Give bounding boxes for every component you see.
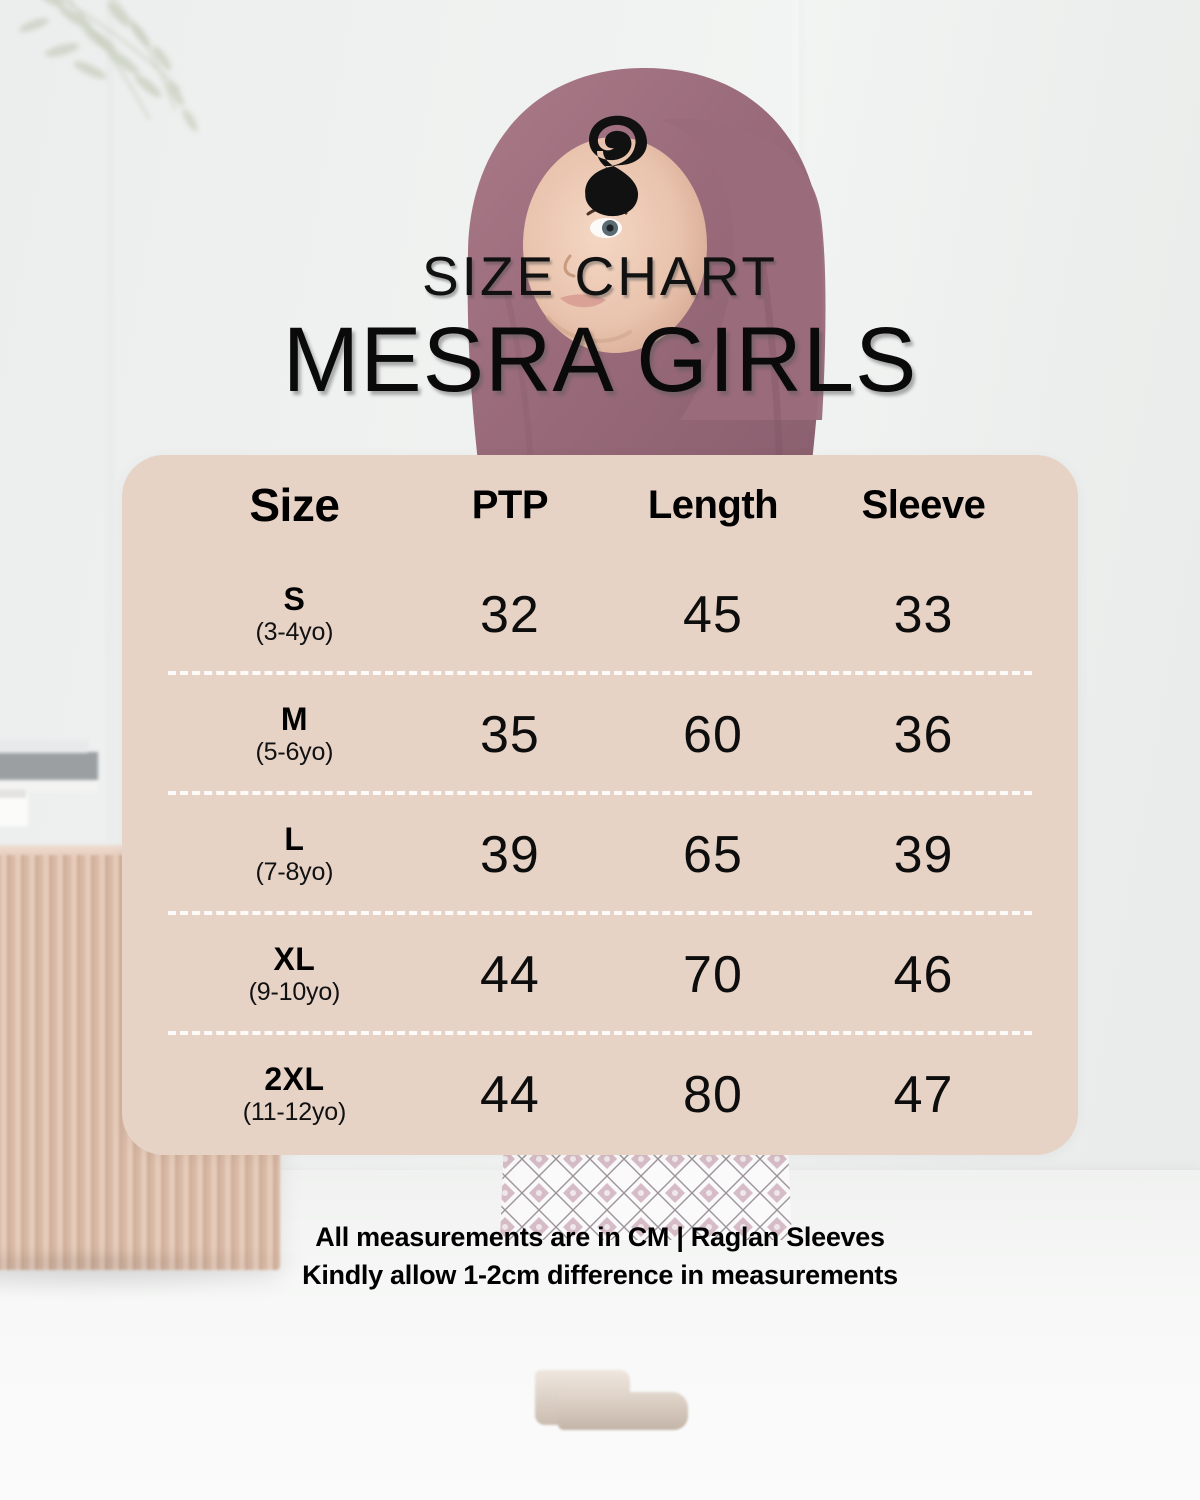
row-sleeve-value: 33 bbox=[893, 586, 954, 644]
calligraphic-g-logo bbox=[585, 115, 647, 217]
table-row: S (3-4yo) 32 45 33 bbox=[122, 555, 1078, 675]
row-divider bbox=[168, 791, 1032, 795]
row-length-value: 65 bbox=[683, 826, 743, 884]
footer-notes: All measurements are in CM | Raglan Slee… bbox=[0, 1218, 1200, 1295]
row-size-cell: XL (9-10yo) bbox=[178, 940, 411, 1007]
table-header-row: Size PTP Length Sleeve bbox=[122, 455, 1078, 555]
header-label-size: Size bbox=[249, 479, 340, 531]
row-sleeve-value: 36 bbox=[893, 706, 954, 764]
header-label-length: Length bbox=[647, 482, 779, 527]
shoe-right bbox=[558, 1392, 688, 1430]
size-label: XL bbox=[273, 940, 316, 977]
size-age-range: (3-4yo) bbox=[255, 618, 334, 647]
row-length-value: 70 bbox=[683, 946, 743, 1004]
table-row: L (7-8yo) 39 65 39 bbox=[122, 795, 1078, 915]
header-cell-ptp: PTP bbox=[411, 483, 609, 528]
row-divider bbox=[168, 911, 1032, 915]
row-length-value: 60 bbox=[683, 706, 743, 764]
size-table-card: Size PTP Length Sleeve S (3-4yo) 32 bbox=[122, 455, 1078, 1155]
row-sleeve-value: 39 bbox=[893, 826, 954, 884]
row-size-cell: L (7-8yo) bbox=[178, 820, 411, 887]
plinth-shadow bbox=[0, 1255, 310, 1297]
size-label: 2XL bbox=[264, 1060, 325, 1097]
size-age-range: (5-6yo) bbox=[255, 738, 334, 767]
row-sleeve-value: 46 bbox=[893, 946, 954, 1004]
foliage-decoration bbox=[18, 0, 198, 132]
row-divider bbox=[168, 671, 1032, 675]
row-ptp-value: 32 bbox=[479, 586, 540, 644]
size-age-range: (7-8yo) bbox=[255, 858, 334, 887]
wall-seam-left bbox=[108, 0, 114, 1180]
header-label-ptp: PTP bbox=[471, 482, 549, 527]
footer-line-2: Kindly allow 1-2cm difference in measure… bbox=[302, 1260, 898, 1291]
size-label: M bbox=[280, 700, 308, 737]
table-row: M (5-6yo) 35 60 36 bbox=[122, 675, 1078, 795]
size-table: Size PTP Length Sleeve S (3-4yo) 32 bbox=[122, 455, 1078, 1155]
row-ptp-value: 44 bbox=[479, 1066, 540, 1124]
row-size-cell: M (5-6yo) bbox=[178, 700, 411, 767]
header-cell-size: Size bbox=[178, 478, 411, 532]
header-label-sleeve: Sleeve bbox=[861, 482, 986, 527]
row-ptp-value: 35 bbox=[479, 706, 540, 764]
table-row: 2XL (11-12yo) 44 80 47 bbox=[122, 1035, 1078, 1155]
row-length-value: 45 bbox=[683, 586, 743, 644]
footer-line-1: All measurements are in CM | Raglan Slee… bbox=[315, 1222, 885, 1252]
books-decoration: or bbox=[0, 740, 98, 826]
row-ptp-value: 39 bbox=[479, 826, 540, 884]
page-title: MESRA GIRLS bbox=[282, 308, 918, 411]
size-label: L bbox=[284, 820, 305, 857]
header-cell-length: Length bbox=[609, 483, 817, 528]
row-length-value: 80 bbox=[683, 1066, 743, 1124]
page-heading: SIZE CHART MESRA GIRLS bbox=[0, 245, 1200, 411]
row-divider bbox=[168, 1031, 1032, 1035]
size-age-range: (11-12yo) bbox=[242, 1098, 347, 1127]
table-row: XL (9-10yo) 44 70 46 bbox=[122, 915, 1078, 1035]
row-ptp-value: 44 bbox=[479, 946, 540, 1004]
size-age-range: (9-10yo) bbox=[248, 978, 341, 1007]
hijab bbox=[467, 68, 826, 480]
size-label: S bbox=[283, 580, 306, 617]
row-size-cell: S (3-4yo) bbox=[178, 580, 411, 647]
size-chart-eyebrow: SIZE CHART bbox=[422, 245, 778, 307]
row-sleeve-value: 47 bbox=[893, 1066, 954, 1124]
header-cell-sleeve: Sleeve bbox=[817, 483, 1030, 528]
row-size-cell: 2XL (11-12yo) bbox=[178, 1060, 411, 1127]
